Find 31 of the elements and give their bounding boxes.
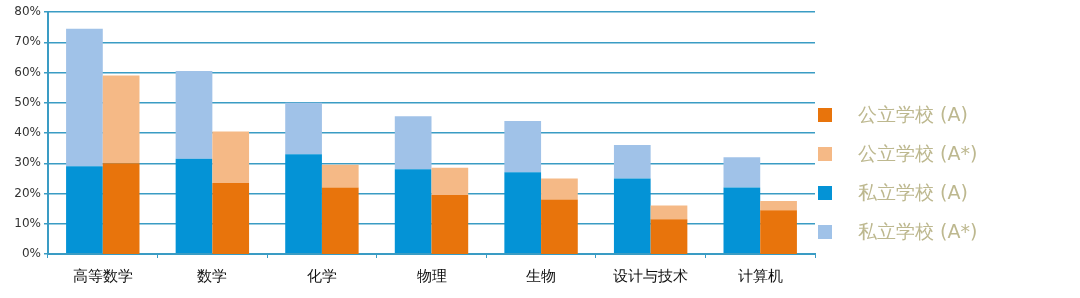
- bar: [760, 201, 797, 211]
- bar: [613, 145, 651, 179]
- y-tick-label: 50%: [14, 94, 41, 109]
- bar: [613, 178, 651, 254]
- x-tick-label: 数学: [197, 266, 228, 285]
- legend-label: 私立学校 (A*): [857, 218, 978, 244]
- y-tick-label: 80%: [14, 4, 41, 19]
- bar: [541, 178, 578, 200]
- bar: [321, 164, 359, 188]
- bar: [504, 120, 542, 173]
- x-tick-label: 高等数学: [72, 266, 133, 285]
- y-tick-label: 20%: [14, 185, 41, 200]
- y-tick-label: 40%: [14, 125, 41, 140]
- bar: [285, 102, 322, 155]
- x-tick-label: 计算机: [737, 266, 783, 285]
- bar: [394, 116, 432, 170]
- x-tick-label: 设计与技术: [613, 266, 689, 285]
- legend-label: 私立学校 (A): [857, 179, 969, 205]
- bar: [175, 70, 213, 159]
- legend-label: 公立学校 (A*): [857, 140, 978, 166]
- y-tick-label: 10%: [14, 215, 41, 230]
- y-tick-label: 60%: [14, 64, 41, 79]
- legend-label: 公立学校 (A): [857, 101, 969, 127]
- x-tick-label: 化学: [306, 266, 337, 285]
- x-tick-label: 物理: [416, 266, 447, 285]
- bar: [723, 157, 761, 188]
- y-tick-label: 30%: [14, 155, 41, 170]
- x-tick-label: 生物: [526, 266, 557, 285]
- bar: [650, 205, 688, 220]
- y-tick-label: 70%: [14, 34, 41, 49]
- y-tick-label: 0%: [21, 246, 41, 261]
